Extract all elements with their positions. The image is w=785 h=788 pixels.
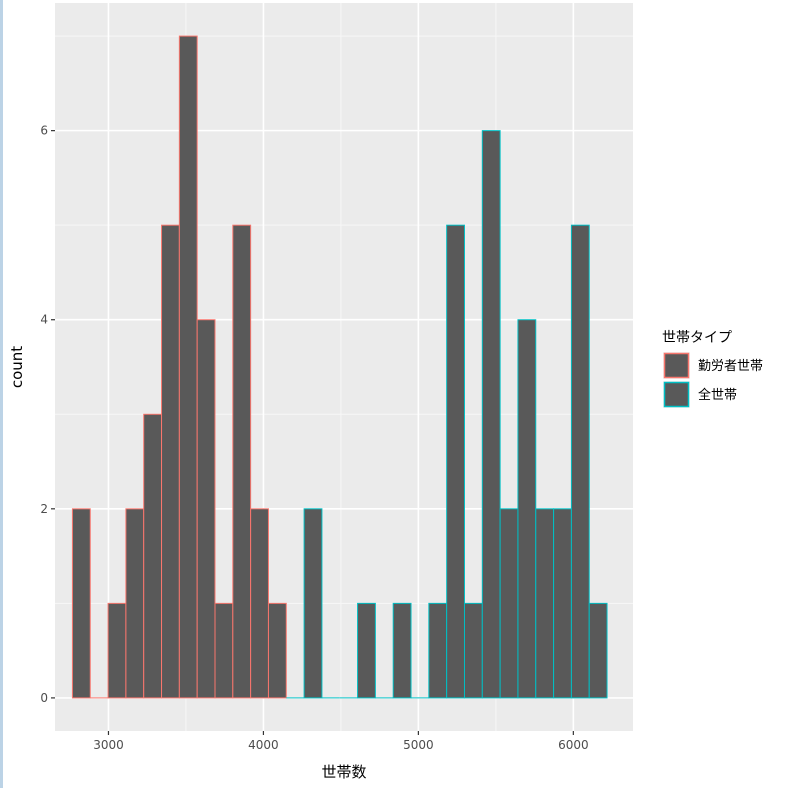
histogram-bar <box>267 602 287 699</box>
histogram-bar <box>446 224 465 699</box>
histogram-bar <box>535 508 555 699</box>
histogram-bar <box>428 602 448 699</box>
histogram-bar <box>107 602 127 699</box>
y-tick-label: 4 <box>40 313 48 327</box>
y-axis-label: count <box>8 346 26 388</box>
y-tick-label: 6 <box>40 124 48 138</box>
histogram-bar <box>392 602 412 699</box>
y-tick-label: 0 <box>40 691 48 705</box>
histogram-bar <box>463 602 483 699</box>
x-tick-label: 3000 <box>93 738 124 752</box>
histogram-bar <box>161 224 180 699</box>
histogram-bar <box>570 224 590 699</box>
histogram-bar <box>481 130 501 699</box>
x-tick-label: 6000 <box>558 738 589 752</box>
x-tick-label: 4000 <box>248 738 279 752</box>
legend-label: 勤労者世帯 <box>698 359 763 374</box>
histogram-bar <box>517 319 537 699</box>
histogram-bar <box>303 508 323 699</box>
histogram-bar <box>125 508 145 699</box>
histogram-bar <box>143 413 163 699</box>
y-tick-label: 2 <box>40 502 48 516</box>
histogram-bar <box>232 224 252 699</box>
bars <box>71 35 608 699</box>
histogram-bar <box>196 319 216 699</box>
legend-label: 全世帯 <box>698 387 737 403</box>
legend-key <box>663 352 690 379</box>
histogram-bar <box>357 602 376 699</box>
histogram-bar <box>588 602 608 699</box>
x-axis-label: 世帯数 <box>321 763 366 781</box>
histogram-bar <box>178 35 198 699</box>
histogram-bar <box>499 508 519 699</box>
histogram-bar <box>250 508 269 699</box>
x-tick-label: 5000 <box>403 738 434 752</box>
histogram-bar <box>71 508 91 699</box>
x-axis: 3000 4000 5000 6000 <box>93 731 589 752</box>
legend-title: 世帯タイプ <box>662 330 732 346</box>
window-left-edge <box>0 0 3 788</box>
y-axis: 0 2 4 6 <box>40 124 55 705</box>
histogram-bar <box>214 602 234 699</box>
legend-key <box>663 381 690 408</box>
histogram-bar <box>553 508 572 699</box>
